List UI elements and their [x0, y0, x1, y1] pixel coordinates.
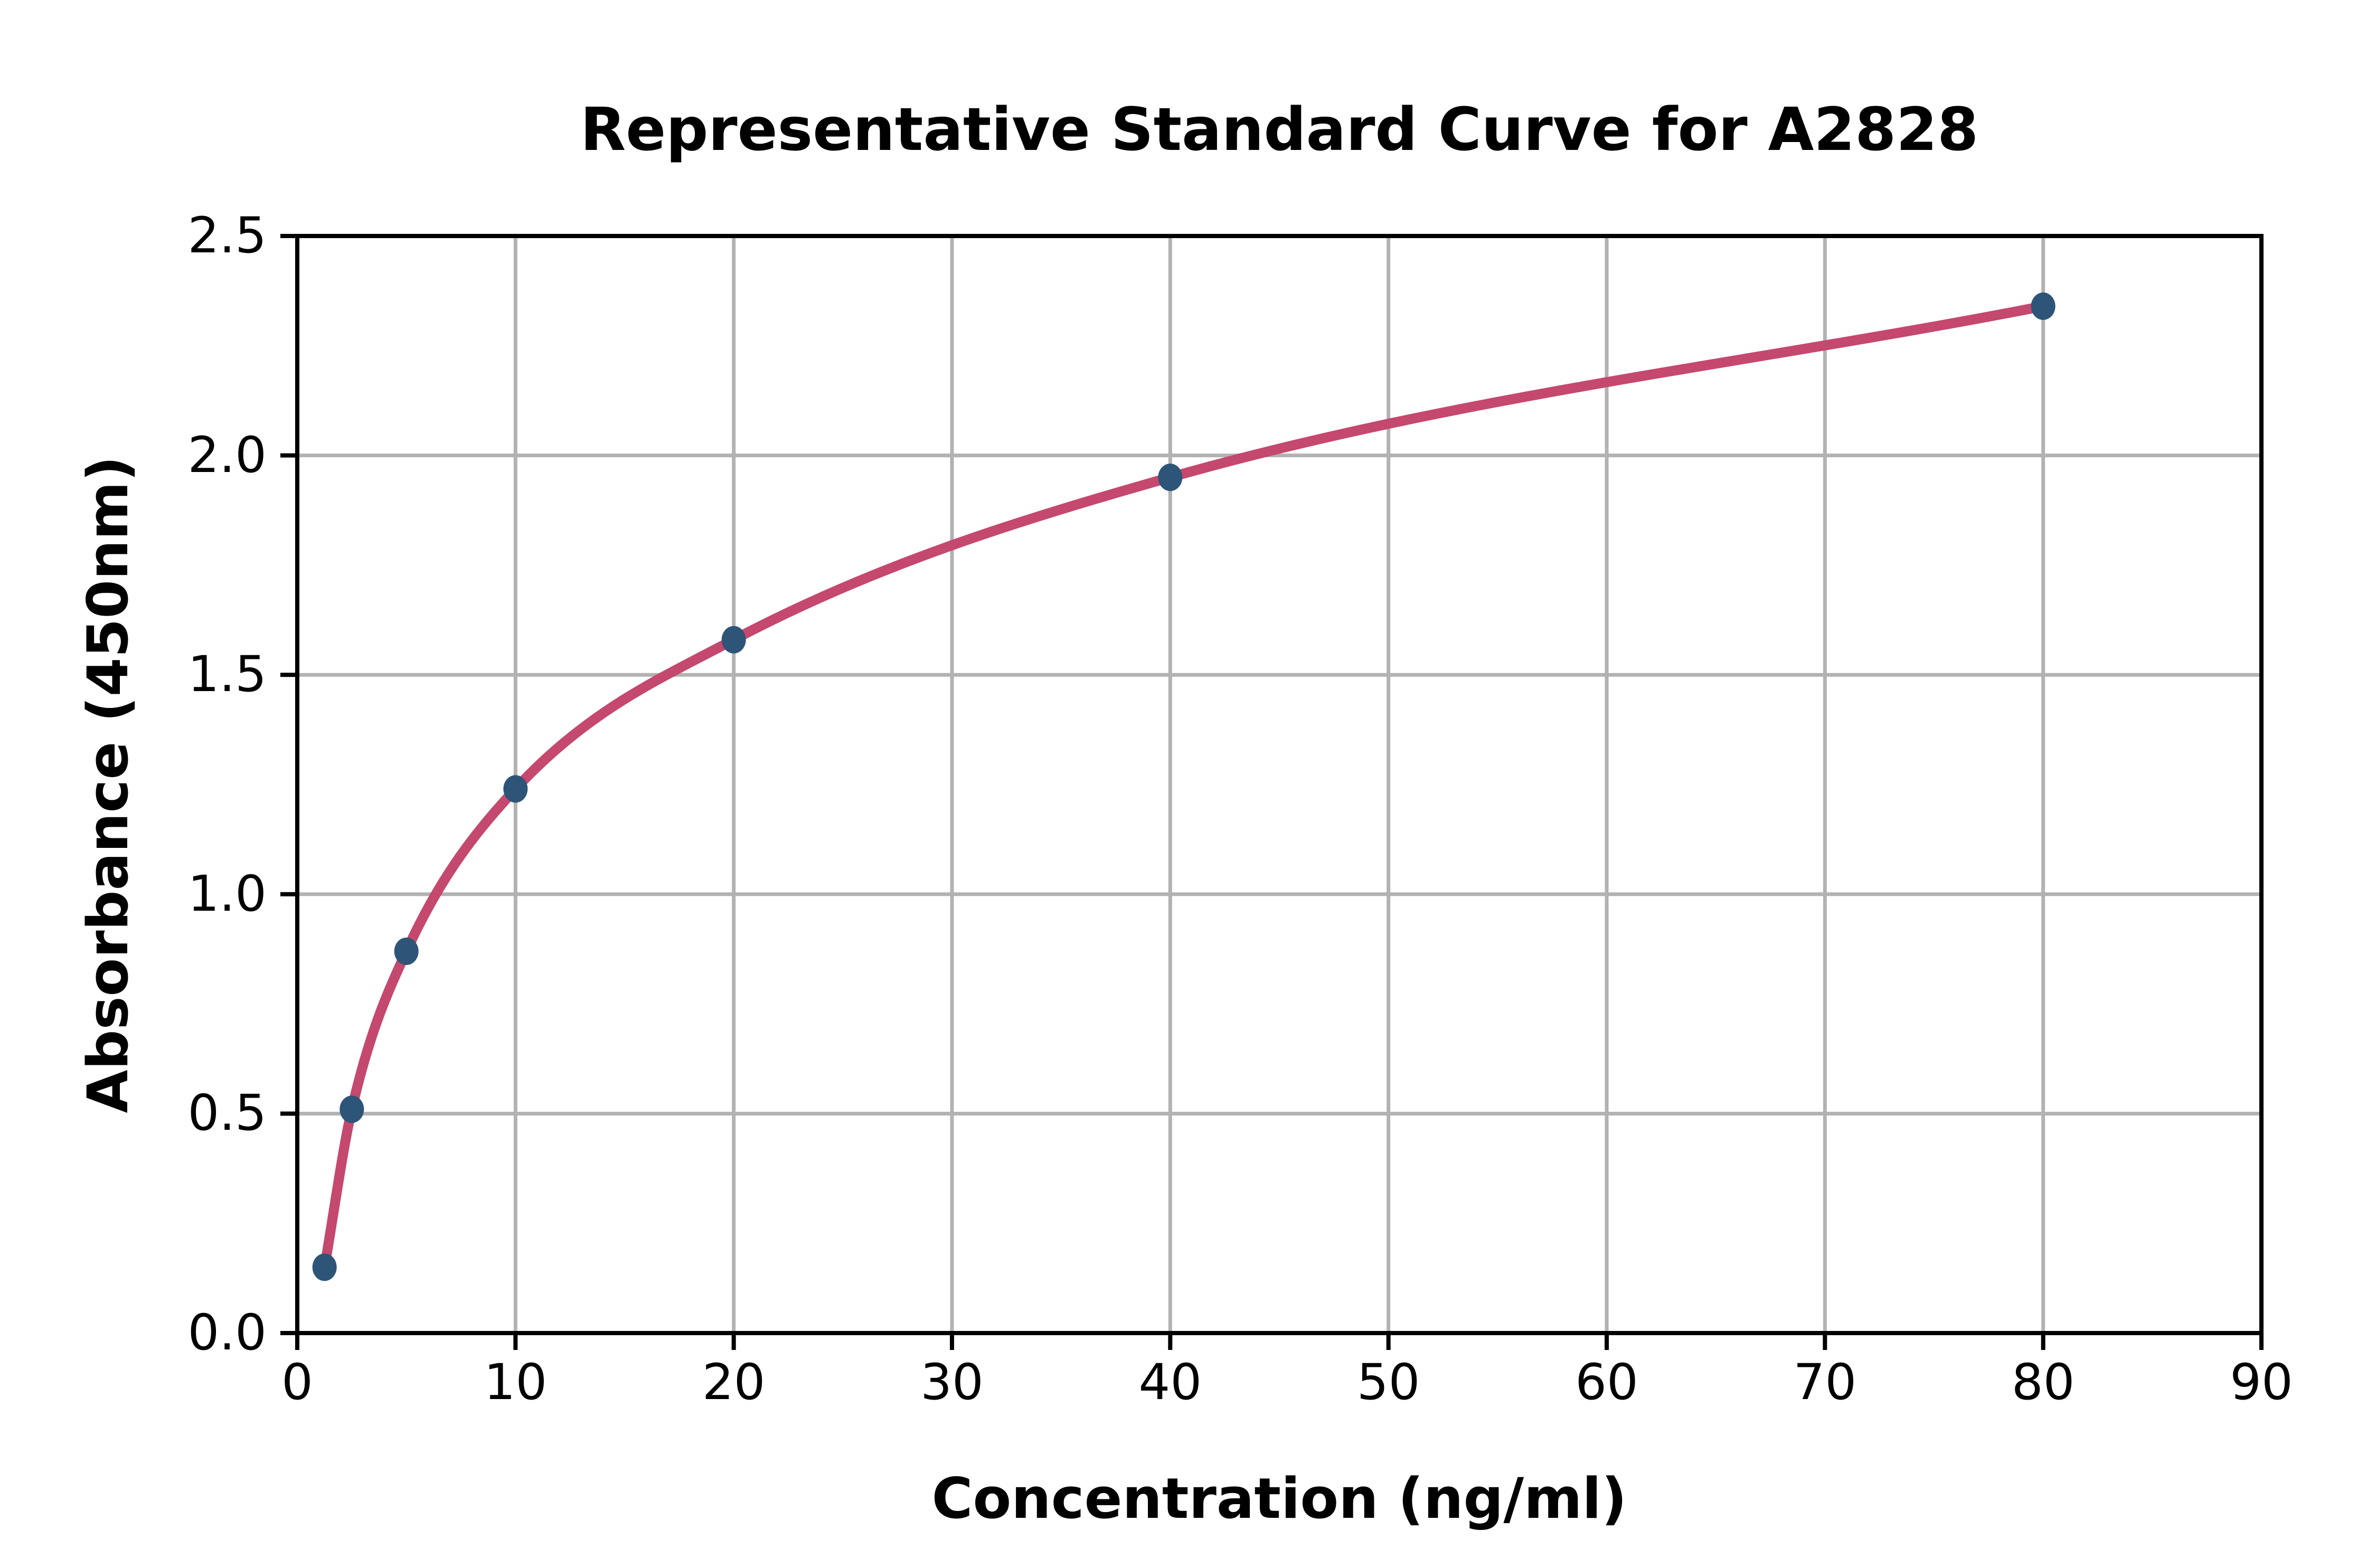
y-tick-label: 2.5: [187, 207, 267, 265]
data-point-marker: [2031, 292, 2056, 320]
y-tick-label: 0.0: [187, 1304, 267, 1362]
x-tick-label: 10: [484, 1354, 548, 1411]
standard-curve-line: [319, 301, 2049, 1272]
x-tick-label: 0: [281, 1354, 313, 1411]
data-point-marker: [503, 775, 528, 803]
x-axis-label: Concentration (ng/ml): [931, 1466, 1627, 1531]
x-tick-label: 70: [1793, 1354, 1857, 1411]
y-tick-label: 2.0: [187, 426, 267, 484]
x-tick-label: 30: [920, 1354, 984, 1411]
tick-marks: [280, 234, 2264, 1350]
y-tick-label: 0.5: [187, 1084, 267, 1142]
gridlines: [297, 236, 2261, 1333]
x-tick-label: 60: [1575, 1354, 1638, 1411]
x-tick-label: 20: [702, 1354, 766, 1411]
x-tick-label: 50: [1356, 1354, 1420, 1411]
chart-title: Representative Standard Curve for A2828: [580, 96, 1979, 164]
plot-frame: [295, 234, 2264, 1335]
data-point-marker: [312, 1253, 337, 1281]
x-tick-label: 40: [1138, 1354, 1202, 1411]
y-tick-label: 1.5: [187, 646, 267, 704]
data-point-marker: [394, 937, 419, 965]
data-point-marker: [721, 626, 746, 654]
data-point-marker: [340, 1095, 364, 1123]
data-points: [312, 292, 2056, 1281]
y-tick-label: 1.0: [187, 865, 267, 923]
x-tick-label: 80: [2011, 1354, 2075, 1411]
data-point-marker: [1158, 464, 1183, 492]
x-tick-label: 90: [2230, 1354, 2293, 1411]
